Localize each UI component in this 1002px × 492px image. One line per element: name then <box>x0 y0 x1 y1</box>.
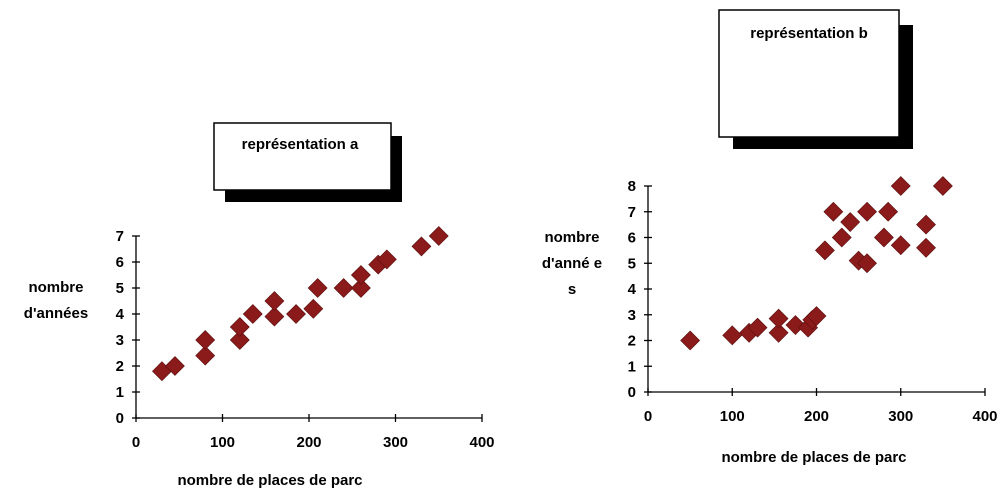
chart-b-title-box <box>718 9 900 138</box>
chart-b-ylabel-line3: s <box>568 281 576 298</box>
chart-b-xlabel: nombre de places de parc <box>721 449 906 466</box>
chart-a-y-tick-label: 3 <box>116 332 124 349</box>
chart-b: représentation b 0 100 200 300 400012345678 … <box>542 9 998 466</box>
chart-b-y-tick-label: 4 <box>628 281 637 298</box>
chart-b-data-point <box>722 325 743 346</box>
chart-b-data-point <box>857 201 877 222</box>
chart-b-y-tick-label: 6 <box>628 230 636 247</box>
chart-b-data-point <box>840 212 861 232</box>
chart-a-title: représentation a <box>242 136 359 153</box>
chart-a-data-point <box>242 304 263 324</box>
chart-b-x-tick-label: 0 <box>644 408 652 425</box>
chart-b-data-point <box>873 227 894 248</box>
chart-a-ylabel-line2: d'années <box>24 305 88 322</box>
chart-a-data-point <box>376 249 397 270</box>
chart-a-data-point <box>165 356 185 376</box>
chart-a-y-tick-label: 4 <box>116 306 125 323</box>
chart-b-x-tick-label: 400 <box>972 408 997 425</box>
chart-b-data-point <box>857 253 877 274</box>
chart-a-marks <box>152 226 449 382</box>
chart-a-y-tick-label: 2 <box>116 358 124 375</box>
chart-b-data-point <box>768 322 789 343</box>
chart-a-data-point <box>303 298 324 319</box>
chart-b-x-tick-label: 300 <box>888 408 913 425</box>
chart-a-data-point <box>195 345 216 366</box>
chart-b-title: représentation b <box>750 25 868 42</box>
chart-b-data-point <box>890 176 911 196</box>
chart-a-data-point <box>229 330 250 350</box>
chart-b-data-point <box>878 201 899 222</box>
chart-a-data-point <box>286 304 306 324</box>
chart-b-y-tick-label: 1 <box>628 358 636 375</box>
chart-b-data-point <box>785 315 806 335</box>
chart-b-y-tick-label: 7 <box>628 204 636 221</box>
chart-b-ylabel-line2: d'anné e <box>542 255 602 272</box>
chart-a-y-tick-label: 5 <box>116 280 124 297</box>
chart-a-data-point <box>428 226 449 246</box>
chart-a-x-tick-label: 0 <box>132 434 140 451</box>
chart-b-data-point <box>823 201 844 222</box>
chart-a: représentation a 0 100 200 300 400 0 1 2 3 4 5 6 7 n… <box>24 122 495 489</box>
chart-a-y-tick-label: 0 <box>116 410 124 427</box>
chart-b-data-point <box>768 308 789 329</box>
chart-b-data-point <box>916 237 936 258</box>
chart-a-data-point <box>264 291 285 311</box>
chart-a-x-tick-label: 400 <box>469 434 494 451</box>
chart-b-ylabel-line1: nombre <box>544 229 599 246</box>
chart-b-y-tick-label: 8 <box>628 178 636 195</box>
chart-b-data-point <box>806 306 827 326</box>
chart-a-x-tick-label: 300 <box>383 434 408 451</box>
chart-b-x-tick-label: 100 <box>720 408 745 425</box>
chart-b-data-point <box>831 227 852 248</box>
chart-b-data-point <box>680 330 701 351</box>
chart-a-data-point <box>307 278 328 298</box>
chart-b-y-tick-label: 3 <box>628 307 636 324</box>
chart-a-data-point <box>333 278 354 298</box>
chart-a-x-tick-label: 200 <box>296 434 321 451</box>
chart-b-y-tick-label: 2 <box>628 333 636 350</box>
chart-b-data-point <box>815 240 835 261</box>
chart-a-ylabel-line1: nombre <box>28 279 83 296</box>
chart-a-data-point <box>350 278 371 298</box>
chart-a-xlabel: nombre de places de parc <box>177 472 362 489</box>
chart-b-marks <box>680 176 953 351</box>
chart-a-data-point <box>411 236 432 257</box>
chart-b-y-tick-label: 5 <box>628 255 636 272</box>
chart-a-data-point <box>195 330 216 350</box>
chart-b-axes: 0 100 200 300 400 0 1 2 3 4 5 6 7 8 <box>628 178 998 425</box>
chart-a-y-tick-label: 6 <box>116 254 124 271</box>
chart-b-data-point <box>916 214 936 235</box>
chart-b-data-point <box>890 235 911 256</box>
chart-b-x-tick-label: 200 <box>804 408 829 425</box>
chart-b-data-point <box>747 317 768 338</box>
chart-a-y-tick-label: 1 <box>116 384 124 401</box>
chart-b-y-tick-label: 0 <box>628 384 636 401</box>
chart-a-data-point <box>350 265 371 285</box>
chart-a-axes: 0 100 200 300 400 0 1 2 3 4 5 6 7 <box>116 228 495 451</box>
chart-b-data-point <box>932 176 953 196</box>
chart-a-data-point <box>264 306 285 327</box>
chart-a-y-tick-label: 7 <box>116 228 124 245</box>
chart-a-title-box <box>213 122 392 191</box>
chart-a-data-point <box>229 317 250 337</box>
chart-a-x-tick-label: 100 <box>210 434 235 451</box>
